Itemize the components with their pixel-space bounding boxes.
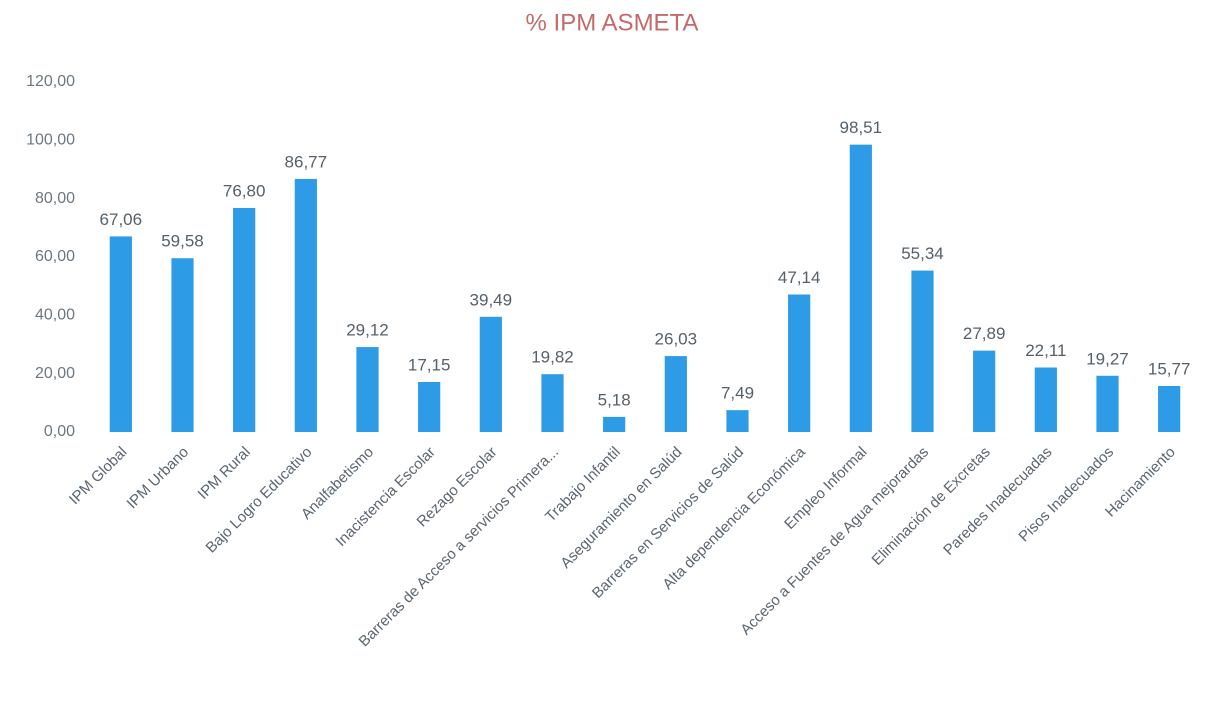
bar	[1158, 386, 1181, 432]
bar	[1034, 367, 1057, 432]
y-tick-label: 120,00	[26, 73, 75, 90]
x-tick-label: IPM Urbano	[124, 444, 193, 513]
x-tick-label: Eliminación de Excretas	[869, 444, 994, 569]
y-tick-label: 20,00	[35, 365, 75, 382]
y-tick-label: 100,00	[26, 132, 75, 149]
value-label: 76,80	[223, 181, 266, 200]
x-tick-label: Aseguramiento en Salúd	[557, 444, 685, 572]
bar	[171, 258, 194, 432]
value-label: 55,34	[901, 244, 944, 263]
y-tick-label: 60,00	[35, 248, 75, 265]
value-label: 47,14	[778, 268, 821, 287]
value-label: 7,49	[721, 384, 754, 403]
bar	[294, 178, 317, 432]
value-label: 15,77	[1148, 359, 1191, 378]
bar	[109, 236, 132, 432]
x-tick-label: Paredes Inadecuadas	[940, 444, 1055, 559]
y-tick-label: 0,00	[44, 423, 75, 440]
bar	[603, 416, 626, 432]
value-label: 22,11	[1025, 341, 1066, 360]
bar	[664, 356, 687, 432]
bar	[1096, 375, 1119, 432]
value-label: 86,77	[285, 152, 328, 171]
bar	[726, 410, 749, 432]
y-tick-label: 80,00	[35, 190, 75, 207]
value-label: 59,58	[161, 232, 204, 251]
value-label: 27,89	[963, 324, 1006, 343]
bar	[233, 208, 256, 432]
bar	[418, 381, 441, 432]
value-label: 67,06	[100, 210, 143, 229]
bar	[356, 347, 379, 432]
bar	[788, 294, 811, 432]
value-label: 5,18	[598, 390, 631, 409]
value-label: 98,51	[840, 118, 883, 137]
y-tick-label: 40,00	[35, 307, 75, 324]
value-label: 26,03	[655, 330, 698, 349]
value-label: 29,12	[346, 321, 389, 340]
x-tick-label: IPM Rural	[195, 444, 254, 503]
value-label: 19,27	[1086, 349, 1129, 368]
bar	[973, 350, 996, 432]
bar	[479, 316, 502, 432]
x-tick-label: Bajo Logro Educativo	[203, 444, 316, 557]
value-label: 17,15	[408, 355, 451, 374]
bar	[541, 374, 564, 432]
value-label: 19,82	[531, 348, 574, 367]
x-tick-label: IPM Global	[66, 444, 130, 508]
chart-title: % IPM ASMETA	[526, 9, 699, 36]
bar	[911, 270, 934, 432]
value-label: 39,49	[470, 290, 513, 309]
bar	[849, 144, 872, 432]
